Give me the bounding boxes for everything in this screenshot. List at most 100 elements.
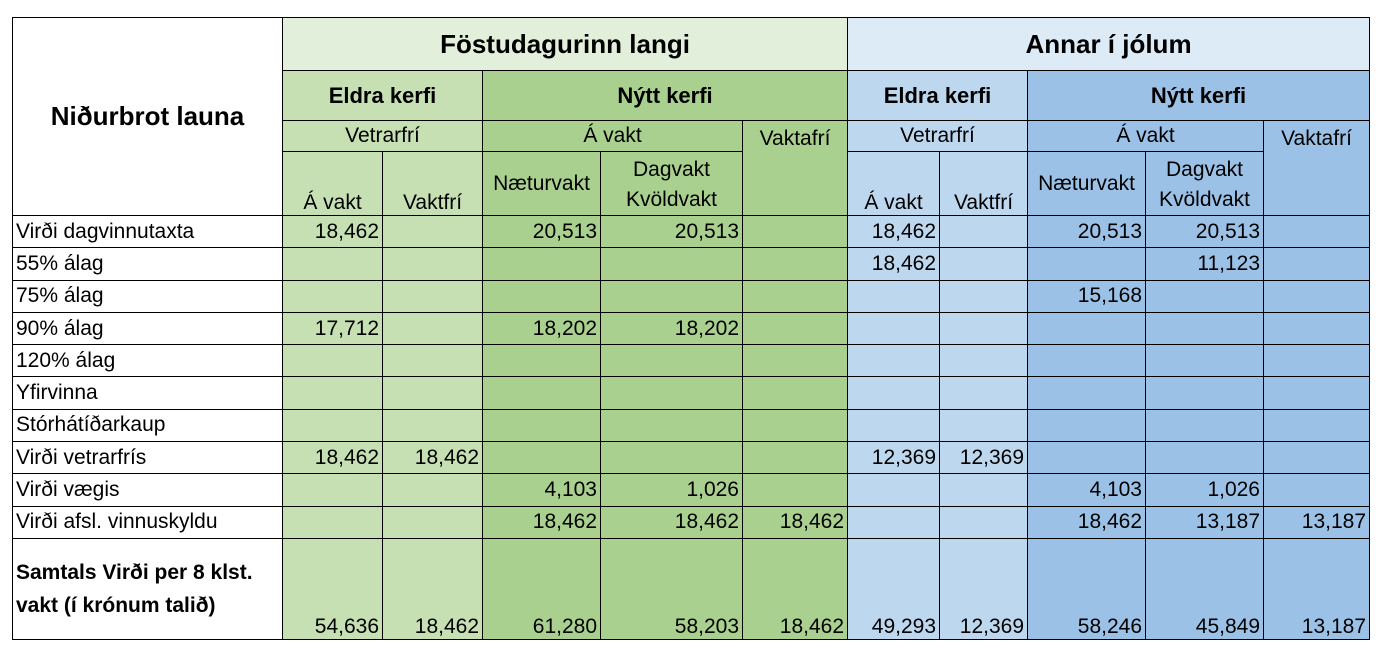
table-cell: 4,103 [482, 473, 601, 507]
table-cell [742, 473, 848, 507]
table-cell [382, 344, 483, 378]
table-cell [939, 279, 1028, 313]
table-cell [1145, 311, 1264, 346]
table-cell [600, 441, 743, 475]
table-cell [1263, 214, 1370, 249]
table-cell [1027, 376, 1146, 410]
table-cell [482, 441, 601, 475]
table-row: Virði dagvinnutaxta 18,462 20,513 20,513 18,… [12, 214, 1370, 249]
table-cell [742, 214, 848, 249]
table-cell [282, 408, 383, 443]
table-cell [742, 441, 848, 475]
table-cell [482, 344, 601, 378]
column-header: Næturvakt [482, 151, 601, 216]
table-cell [282, 473, 383, 507]
table-cell: 20,513 [1145, 214, 1264, 249]
table-cell [939, 505, 1028, 539]
total-cell: 49,293 [847, 537, 940, 640]
table-cell [939, 408, 1028, 443]
table-row: Virði vægis 4,103 1,026 4,103 1,026 [12, 473, 1370, 507]
table-cell [482, 247, 601, 281]
total-cell: 58,203 [600, 537, 743, 640]
column-header: Á vakt [847, 151, 940, 216]
table-cell: 18,462 [1027, 505, 1146, 539]
column-header: Vaktafrí [1263, 120, 1370, 216]
table-cell: 18,462 [282, 214, 383, 249]
table-row: 75% álag 15,168 [12, 279, 1370, 313]
table-cell [847, 473, 940, 507]
column-header: Vaktafrí [742, 120, 848, 216]
table-cell: 13,187 [1145, 505, 1264, 539]
table-cell [939, 247, 1028, 281]
total-cell: 58,246 [1027, 537, 1146, 640]
table-cell: 20,513 [1027, 214, 1146, 249]
table-cell [382, 214, 483, 249]
row-label: Virði dagvinnutaxta [12, 214, 283, 249]
table-cell: 18,462 [742, 505, 848, 539]
subheader-a-vakt: Á vakt [1027, 120, 1264, 152]
table-cell [600, 344, 743, 378]
row-label: Virði vægis [12, 473, 283, 507]
table-cell [600, 408, 743, 443]
table-cell [939, 376, 1028, 410]
table-cell: 12,369 [847, 441, 940, 475]
column-header: Dagvakt Kvöldvakt [600, 151, 743, 216]
table-cell [939, 344, 1028, 378]
table-cell [742, 279, 848, 313]
table-cell [482, 376, 601, 410]
table-cell [847, 505, 940, 539]
table-cell [742, 311, 848, 346]
column-header: Á vakt [282, 151, 383, 216]
group-header-fostudagurinn: Föstudagurinn langi [282, 17, 848, 71]
row-label: 55% álag [12, 247, 283, 281]
table-cell: 18,202 [600, 311, 743, 346]
total-cell: 45,849 [1145, 537, 1264, 640]
table-cell: 12,369 [939, 441, 1028, 475]
table-cell: 1,026 [600, 473, 743, 507]
table-cell [600, 247, 743, 281]
table-cell: 13,187 [1263, 505, 1370, 539]
total-cell: 12,369 [939, 537, 1028, 640]
total-cell: 61,280 [482, 537, 601, 640]
table-row: 120% álag [12, 344, 1370, 378]
table-cell [742, 408, 848, 443]
table-cell: 1,026 [1145, 473, 1264, 507]
table-cell [382, 311, 483, 346]
table-cell [1145, 376, 1264, 410]
table-cell [1263, 441, 1370, 475]
table-cell [382, 279, 483, 313]
column-header: Dagvakt Kvöldvakt [1145, 151, 1264, 216]
table-cell: 15,168 [1027, 279, 1146, 313]
table-cell [282, 247, 383, 281]
table-cell [1263, 344, 1370, 378]
table-row: 55% álag 18,462 11,123 [12, 247, 1370, 281]
total-cell: 18,462 [382, 537, 483, 640]
table-cell: 18,462 [847, 247, 940, 281]
table-cell: 11,123 [1145, 247, 1264, 281]
table-row: Yfirvinna [12, 376, 1370, 410]
subheader-vetrarfri: Vetrarfrí [282, 120, 483, 152]
table-cell: 17,712 [282, 311, 383, 346]
table-cell [1263, 408, 1370, 443]
table-cell [847, 311, 940, 346]
table-cell [600, 376, 743, 410]
table-row: 90% álag 17,712 18,202 18,202 [12, 311, 1370, 346]
subheader-a-vakt: Á vakt [482, 120, 743, 152]
table-cell [1145, 441, 1264, 475]
table-cell [1027, 311, 1146, 346]
total-cell: 18,462 [742, 537, 848, 640]
table-row: Virði vetrarfrís 18,462 18,462 12,369 12,369 [12, 441, 1370, 475]
row-label: 90% álag [12, 311, 283, 346]
table-cell [939, 473, 1028, 507]
table-cell [382, 247, 483, 281]
column-header: Næturvakt [1027, 151, 1146, 216]
table-cell [1263, 279, 1370, 313]
table-cell [1263, 376, 1370, 410]
table-cell [1145, 344, 1264, 378]
table-cell: 18,462 [282, 441, 383, 475]
table-cell: 18,462 [482, 505, 601, 539]
table-cell: 20,513 [482, 214, 601, 249]
row-label: Virði afsl. vinnuskyldu [12, 505, 283, 539]
table-cell [382, 505, 483, 539]
table-cell [847, 408, 940, 443]
